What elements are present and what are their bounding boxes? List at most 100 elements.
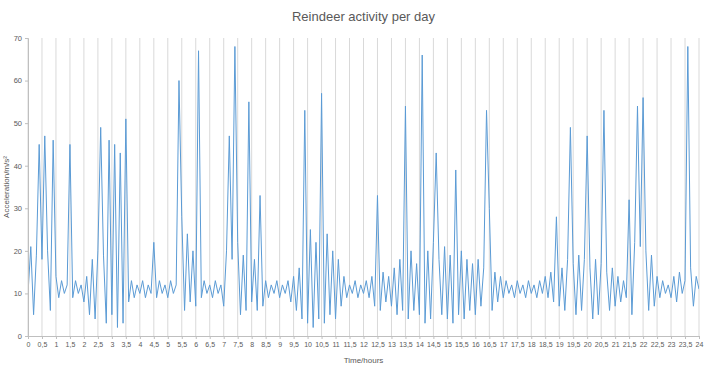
tick-mark (308, 336, 309, 339)
tick-label: 60 (14, 76, 22, 85)
tick-mark (154, 336, 155, 339)
tick: 21,5 (623, 336, 637, 348)
tick-mark (475, 336, 476, 339)
tick-mark (336, 336, 337, 339)
tick: 23 (668, 336, 676, 348)
grid-line (377, 38, 378, 336)
tick: 60 (14, 76, 28, 85)
tick-label: 13,5 (399, 341, 413, 348)
tick-label: 14,5 (427, 341, 441, 348)
tick-label: 14 (416, 341, 424, 348)
tick: 16,5 (483, 336, 497, 348)
tick-mark (364, 336, 365, 339)
tick-mark (391, 336, 392, 339)
tick-label: 11,5 (343, 341, 356, 348)
tick-label: 8 (250, 341, 254, 348)
tick-mark (25, 293, 28, 294)
tick: 7 (222, 336, 226, 348)
tick: 19 (556, 336, 564, 348)
tick-label: 16,5 (483, 341, 497, 348)
axis-line (29, 337, 700, 340)
grid-line (475, 38, 476, 336)
tick-label: 2,5 (94, 341, 104, 348)
tick-label: 7,5 (233, 341, 243, 348)
grid-line (643, 38, 644, 336)
tick-label: 5 (166, 341, 170, 348)
tick-mark (601, 336, 602, 339)
tick-mark (322, 336, 323, 339)
tick: 8,5 (261, 336, 271, 348)
tick: 18,5 (539, 336, 553, 348)
tick-label: 13 (388, 341, 396, 348)
tick: 23,5 (679, 336, 693, 348)
tick: 15,5 (455, 336, 469, 348)
tick: 17 (500, 336, 508, 348)
grid-line (125, 38, 126, 336)
plot-area: 00,511,522,533,544,555,566,577,588,599,5… (14, 34, 704, 348)
grid-line (405, 38, 406, 336)
tick: 4 (138, 336, 142, 348)
tick-label: 1 (55, 341, 59, 348)
grid-line (391, 38, 392, 336)
tick: 14,5 (427, 336, 441, 348)
background (0, 0, 709, 376)
tick: 24 (696, 336, 704, 348)
tick: 0,5 (38, 336, 48, 348)
tick: 14 (416, 336, 424, 348)
tick-mark (350, 336, 351, 339)
x-axis: 00,511,522,533,544,555,566,577,588,599,5… (27, 336, 704, 348)
tick-mark (126, 336, 127, 339)
grid-line (601, 38, 602, 336)
chart-svg: 00,511,522,533,544,555,566,577,588,599,5… (0, 0, 709, 376)
tick-mark (615, 336, 616, 339)
tick: 20,5 (595, 336, 609, 348)
tick-mark (25, 336, 28, 337)
tick: 3,5 (121, 336, 131, 348)
tick-mark (447, 336, 448, 339)
tick-label: 0,5 (38, 341, 48, 348)
tick-label: 15,5 (455, 341, 469, 348)
tick-label: 17,5 (511, 341, 525, 348)
tick-label: 11 (332, 341, 339, 348)
tick-label: 50 (14, 119, 22, 128)
tick: 19,5 (567, 336, 581, 348)
tick: 10,5 (315, 336, 329, 348)
grid-line (517, 38, 518, 336)
tick-label: 19,5 (567, 341, 581, 348)
tick-mark (70, 336, 71, 339)
tick-label: 9,5 (289, 341, 299, 348)
tick-label: 20,5 (595, 341, 609, 348)
tick-label: 20 (584, 341, 592, 348)
tick: 22,5 (651, 336, 665, 348)
tick: 0 (18, 332, 28, 341)
tick-mark (419, 336, 420, 339)
grid-line (587, 38, 588, 336)
tick: 6,5 (205, 336, 215, 348)
tick: 10 (14, 289, 28, 298)
tick-label: 6,5 (205, 341, 215, 348)
tick-mark (182, 336, 183, 339)
grid-line (41, 38, 42, 336)
tick-mark (42, 336, 43, 339)
tick-mark (252, 336, 253, 339)
tick-mark (25, 251, 28, 252)
data-group (28, 47, 699, 328)
tick-label: 40 (14, 162, 22, 171)
grid-line (321, 38, 322, 336)
grid-line (657, 38, 658, 336)
tick-mark (657, 336, 658, 339)
grid-line (167, 38, 168, 336)
tick-label: 17 (500, 341, 508, 348)
tick: 13,5 (399, 336, 413, 348)
tick: 12,5 (371, 336, 385, 348)
tick-mark (685, 336, 686, 339)
tick: 10 (304, 336, 312, 348)
grid-line (293, 38, 294, 336)
tick: 20 (14, 247, 28, 256)
tick-mark (461, 336, 462, 339)
grid-line (433, 38, 434, 336)
grid-line (335, 38, 336, 336)
grid-line (545, 38, 546, 336)
grid-line (685, 38, 686, 336)
tick-label: 9 (278, 341, 282, 348)
